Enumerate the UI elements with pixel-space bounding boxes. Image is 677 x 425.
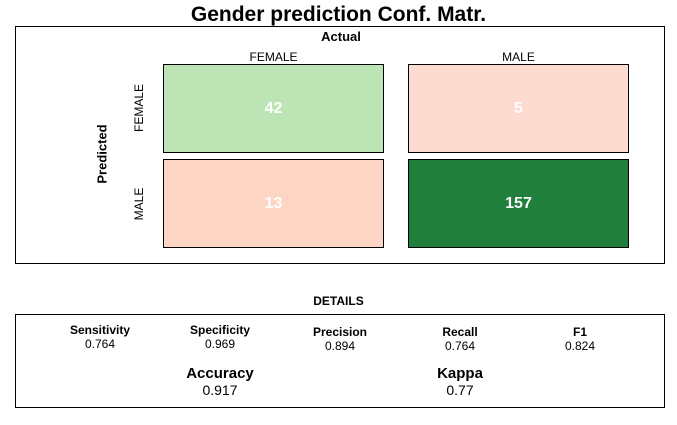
confusion-matrix-panel: Actual FEMALE MALE Predicted FEMALE MALE… [15,26,665,264]
metric-value: 0.764 [84,337,116,351]
metric-name: Sensitivity [69,323,131,337]
column-label-male: MALE [502,50,535,64]
metric-value: 0.969 [204,337,236,351]
row-label-female: FEMALE [132,83,146,133]
cell-predicted-male-actual-female: 13 [163,159,384,248]
metric-kappa: Kappa 0.77 [400,365,520,398]
cell-predicted-male-actual-male: 157 [408,159,629,248]
details-title: DETAILS [313,294,364,308]
metric-name: Specificity [189,323,251,337]
metric-value: 0.824 [564,339,596,353]
cell-predicted-female-actual-male: 5 [408,64,629,153]
cell-predicted-female-actual-female: 42 [163,64,384,153]
metric-value: 0.764 [444,339,476,353]
x-axis-label: Actual [321,29,361,44]
y-axis-label: Predicted [94,124,110,184]
column-label-female: FEMALE [249,50,298,64]
details-panel: Sensitivity 0.764 Specificity 0.969 Prec… [15,314,665,408]
metric-value: 0.894 [324,339,356,353]
metric-value: 0.917 [202,382,238,398]
metric-precision: Precision 0.894 [280,325,400,353]
metric-name: Kappa [437,365,483,382]
metric-accuracy: Accuracy 0.917 [160,365,280,398]
metric-name: F1 [572,325,587,339]
chart-title: Gender prediction Conf. Matr. [190,3,487,26]
metric-specificity: Specificity 0.969 [160,323,280,351]
metric-name: Accuracy [186,365,254,382]
metric-name: Recall [442,325,478,339]
row-label-male: MALE [132,187,146,221]
metric-sensitivity: Sensitivity 0.764 [40,323,160,351]
metric-recall: Recall 0.764 [400,325,520,353]
metric-value: 0.77 [446,382,474,398]
metric-name: Precision [312,325,368,339]
metric-f1: F1 0.824 [520,325,640,353]
